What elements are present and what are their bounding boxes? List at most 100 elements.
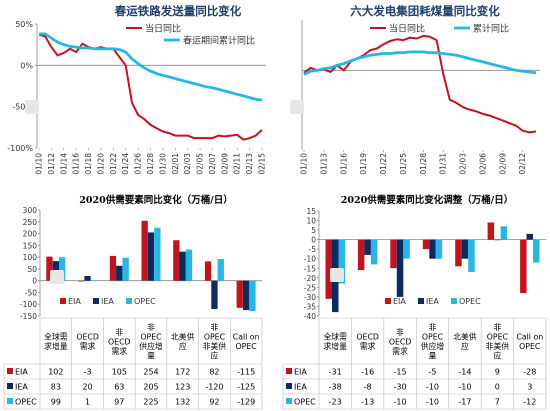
y-tick-label: -20 xyxy=(304,274,316,283)
y-tick-label: -50% xyxy=(12,103,33,112)
row-swatch xyxy=(286,383,292,389)
table-cell: -5 xyxy=(429,368,437,377)
table-cell: 3 xyxy=(527,383,532,392)
y-tick-label: 250 xyxy=(23,218,38,227)
column-header: 需求 xyxy=(111,346,127,356)
table-cell: 1 xyxy=(85,398,90,407)
column-header: OPEC xyxy=(487,333,509,342)
bar-iea xyxy=(147,232,155,281)
table-cell: -28 xyxy=(523,368,536,377)
y-tick-label: -30 xyxy=(304,293,316,302)
table-cell: 9 xyxy=(495,368,500,377)
column-header: OPEC xyxy=(519,342,541,351)
watermark-logo-icon xyxy=(25,100,39,114)
table-cell: 205 xyxy=(143,383,158,392)
row-label: IEA xyxy=(294,383,307,392)
bar-iea xyxy=(179,251,186,281)
watermark-logo-icon xyxy=(290,100,304,114)
x-tick-label: 02/13 xyxy=(245,153,254,175)
column-header: 需求 xyxy=(392,346,408,356)
column-header: Call on xyxy=(516,333,543,342)
column-header: OPEC xyxy=(236,342,258,351)
table-cell: -13 xyxy=(361,398,374,407)
x-tick-label: 02/05 xyxy=(196,153,205,175)
table-cell: -3 xyxy=(84,368,92,377)
x-tick-label: 01/26 xyxy=(134,153,143,175)
column-header: 非 xyxy=(211,322,219,332)
chart-title: 春运铁路发送量同比变化 xyxy=(115,4,242,18)
chart-legend: EIA IEA OPEC xyxy=(385,297,481,306)
watermark-logo-icon xyxy=(50,270,64,284)
x-tick-label: 02/03 xyxy=(183,153,192,175)
table-cell: -10 xyxy=(394,398,407,407)
chart-axes: 300 250 200 150 100 50 0 -50 -100 -150 xyxy=(20,206,262,321)
table-cell: 0 xyxy=(495,383,500,392)
table-cell: -125 xyxy=(237,383,255,392)
y-tick-label: 15 xyxy=(306,207,316,216)
y-tick-label: -100% xyxy=(7,144,33,153)
column-header: 北美供 xyxy=(171,332,195,342)
x-tick-label: 01/10 xyxy=(300,153,309,175)
column-header: 量 xyxy=(147,352,155,361)
y-tick-label: -100 xyxy=(20,300,37,309)
table-cell: -16 xyxy=(361,368,374,377)
column-header: 需求 xyxy=(360,341,376,351)
bar-eia xyxy=(78,280,85,282)
bar-iea xyxy=(211,280,218,309)
x-tick-label: 01/12 xyxy=(47,153,56,175)
y-tick-label: 50 xyxy=(27,265,37,274)
legend-label: 当日同比 xyxy=(389,23,425,35)
legend-label: OPEC xyxy=(134,297,156,306)
table-cell: -8 xyxy=(364,383,372,392)
column-header: 非美供 xyxy=(203,341,227,351)
x-tick-label: 01/28 xyxy=(419,153,428,175)
legend-label: IEA xyxy=(101,297,114,306)
y-tick-label: -40 xyxy=(304,312,316,321)
bar-opec xyxy=(468,239,475,273)
x-tick-label: 01/31 xyxy=(439,153,448,175)
bar-eia xyxy=(204,261,212,281)
row-swatch xyxy=(286,398,292,404)
row-label: EIA xyxy=(15,368,28,377)
legend-label: EIA xyxy=(393,297,406,306)
y-tick-label: 150 xyxy=(23,241,38,250)
bar-eia xyxy=(520,239,527,294)
table-cell: 97 xyxy=(114,398,124,407)
y-tick-label: -150 xyxy=(20,312,37,321)
column-header: 非 xyxy=(493,322,501,332)
x-tick-label: 02/01 xyxy=(171,153,180,175)
bar-iea xyxy=(526,233,533,240)
bar-eia xyxy=(236,280,243,308)
legend-swatch xyxy=(451,298,457,304)
y-tick-label: -35 xyxy=(304,302,316,311)
table-cell: 254 xyxy=(143,368,158,377)
column-header: OPEC xyxy=(204,333,226,342)
table-cell: -10 xyxy=(426,383,439,392)
chart-title: 六大发电集团耗煤量同比变化 xyxy=(350,4,500,18)
x-tick-label: 01/22 xyxy=(379,153,388,175)
y-tick-label: -10 xyxy=(304,255,316,264)
data-table: 全球需求增量OECD需求非OECD需求非OPEC供应增量北美供应非OPEC非美供… xyxy=(282,317,547,410)
chart-lines xyxy=(303,34,537,134)
bar-opec xyxy=(533,239,540,263)
bar-opec xyxy=(403,239,410,259)
legend-swatch xyxy=(93,298,99,304)
bar-iea xyxy=(364,239,371,255)
table-cell: -10 xyxy=(426,398,439,407)
bar-opec xyxy=(90,280,97,281)
table-cell: 102 xyxy=(48,368,63,377)
table-cell: 132 xyxy=(175,398,190,407)
column-header: OPEC xyxy=(140,333,162,342)
row-swatch xyxy=(286,368,292,374)
legend-label: 当日同比 xyxy=(145,23,181,35)
data-table: 全球需求增量OECD需求非OECD需求非OPEC供应增量北美供应非OPEC非美供… xyxy=(3,317,263,410)
x-tick-label: 02/06 xyxy=(478,153,487,175)
column-header: Call on xyxy=(233,333,260,342)
y-tick-label: 10 xyxy=(306,217,316,226)
x-tick-label: 01/16 xyxy=(72,153,81,175)
bar-eia xyxy=(487,222,495,240)
legend-label: IEA xyxy=(426,297,439,306)
table-cell: -115 xyxy=(237,368,255,377)
